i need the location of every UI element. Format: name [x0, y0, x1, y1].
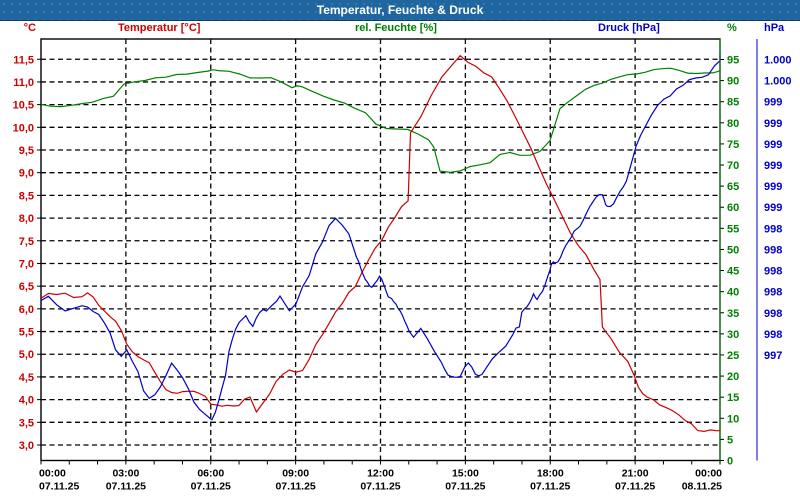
svg-text:8,0: 8,0: [19, 213, 34, 225]
svg-text:10,0: 10,0: [13, 122, 34, 134]
svg-text:1.000: 1.000: [764, 76, 792, 88]
svg-text:45: 45: [727, 266, 739, 278]
svg-text:999: 999: [764, 139, 782, 151]
svg-text:20: 20: [727, 371, 739, 383]
svg-text:999: 999: [764, 118, 782, 130]
svg-text:07.11.25: 07.11.25: [445, 481, 485, 493]
svg-text:21:00: 21:00: [622, 468, 649, 480]
svg-text:70: 70: [727, 160, 739, 172]
svg-text:°C: °C: [24, 22, 36, 34]
svg-text:07.11.25: 07.11.25: [39, 481, 79, 493]
svg-text:999: 999: [764, 160, 782, 172]
svg-text:998: 998: [764, 244, 782, 256]
svg-text:5,0: 5,0: [19, 349, 34, 361]
svg-text:%: %: [727, 22, 737, 34]
svg-text:998: 998: [764, 266, 782, 278]
svg-text:997: 997: [764, 350, 782, 362]
svg-text:65: 65: [727, 181, 739, 193]
svg-text:80: 80: [727, 118, 739, 130]
svg-text:07.11.25: 07.11.25: [530, 481, 570, 493]
svg-text:998: 998: [764, 308, 782, 320]
svg-text:6,5: 6,5: [19, 281, 34, 293]
svg-text:999: 999: [764, 97, 782, 109]
svg-text:7,5: 7,5: [19, 236, 34, 248]
svg-text:07.11.25: 07.11.25: [615, 481, 655, 493]
svg-text:6,0: 6,0: [19, 304, 34, 316]
svg-text:07.11.25: 07.11.25: [360, 481, 400, 493]
svg-text:10,5: 10,5: [13, 100, 34, 112]
svg-text:999: 999: [764, 202, 782, 214]
svg-text:75: 75: [727, 139, 739, 151]
svg-text:999: 999: [764, 181, 782, 193]
svg-text:hPa: hPa: [764, 22, 785, 34]
svg-text:95: 95: [727, 55, 739, 67]
svg-text:9,0: 9,0: [19, 168, 34, 180]
svg-text:11,5: 11,5: [13, 54, 34, 66]
svg-text:18:00: 18:00: [537, 468, 564, 480]
svg-text:60: 60: [727, 202, 739, 214]
svg-text:40: 40: [727, 287, 739, 299]
svg-text:90: 90: [727, 76, 739, 88]
svg-text:998: 998: [764, 287, 782, 299]
svg-text:4,5: 4,5: [19, 372, 34, 384]
svg-text:50: 50: [727, 244, 739, 256]
svg-text:3,5: 3,5: [19, 417, 34, 429]
svg-text:15:00: 15:00: [452, 468, 479, 480]
svg-text:998: 998: [764, 329, 782, 341]
svg-text:1.000: 1.000: [764, 55, 792, 67]
svg-text:85: 85: [727, 97, 739, 109]
svg-text:55: 55: [727, 223, 739, 235]
svg-text:4,0: 4,0: [19, 395, 34, 407]
svg-text:07.11.25: 07.11.25: [275, 481, 315, 493]
svg-text:9,5: 9,5: [19, 145, 34, 157]
svg-text:06:00: 06:00: [197, 468, 224, 480]
svg-text:00:00: 00:00: [39, 468, 66, 480]
svg-text:15: 15: [727, 392, 739, 404]
svg-text:30: 30: [727, 329, 739, 341]
svg-text:998: 998: [764, 223, 782, 235]
svg-text:25: 25: [727, 350, 739, 362]
svg-text:03:00: 03:00: [112, 468, 139, 480]
svg-text:10: 10: [727, 413, 739, 425]
svg-text:11,0: 11,0: [13, 77, 34, 89]
svg-text:5,5: 5,5: [19, 327, 34, 339]
svg-text:12:00: 12:00: [367, 468, 394, 480]
svg-text:00:00: 00:00: [695, 468, 722, 480]
svg-text:8,5: 8,5: [19, 190, 34, 202]
svg-text:35: 35: [727, 308, 739, 320]
svg-text:3,0: 3,0: [19, 440, 34, 452]
svg-text:5: 5: [727, 434, 733, 446]
svg-text:09:00: 09:00: [282, 468, 309, 480]
svg-text:0: 0: [727, 456, 733, 468]
svg-text:7,0: 7,0: [19, 258, 34, 270]
svg-text:07.11.25: 07.11.25: [106, 481, 146, 493]
svg-text:07.11.25: 07.11.25: [191, 481, 231, 493]
svg-text:08.11.25: 08.11.25: [682, 481, 722, 493]
